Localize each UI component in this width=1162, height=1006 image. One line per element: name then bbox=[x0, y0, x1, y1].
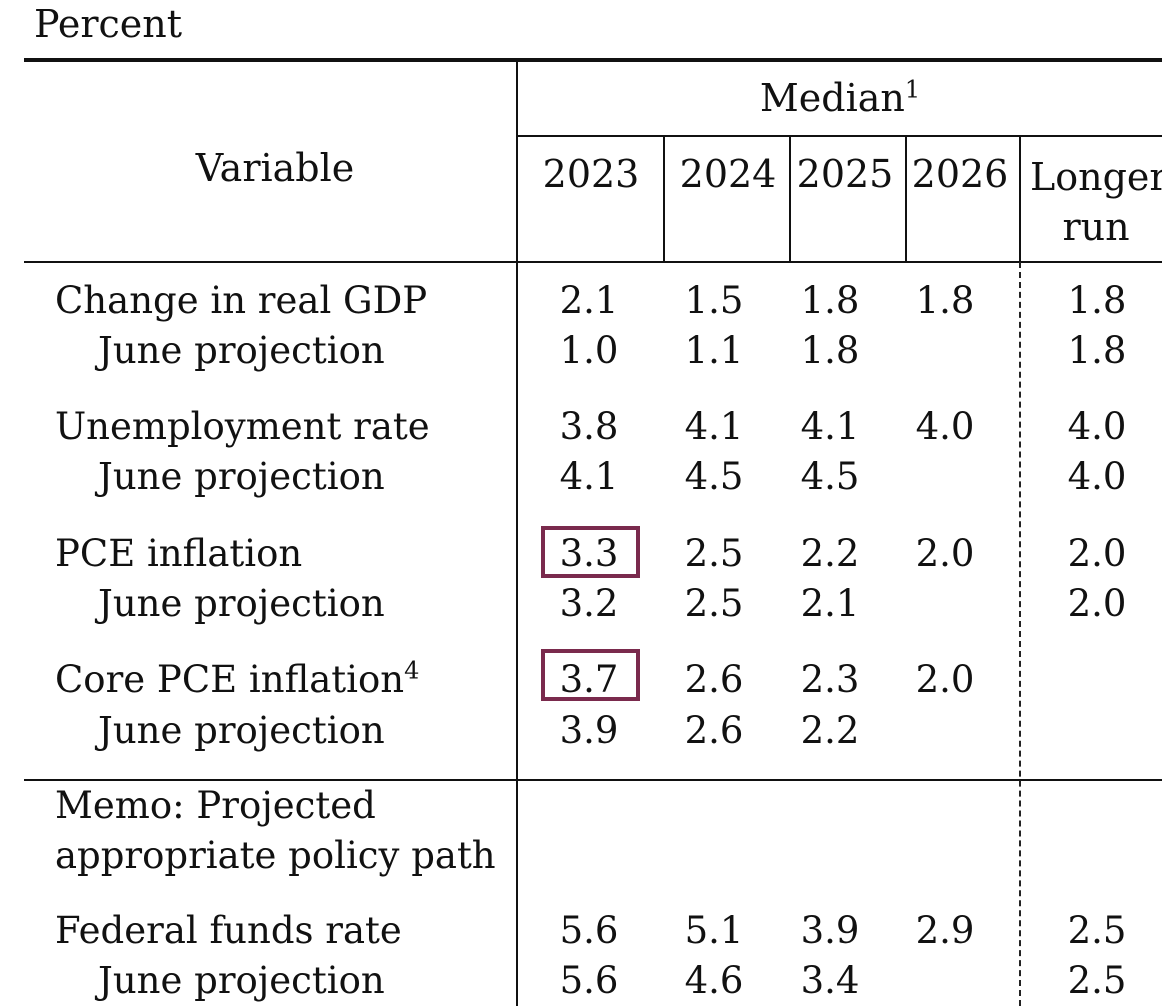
variable-column-divider bbox=[516, 62, 518, 1006]
memo-label-line2: appropriate policy path bbox=[55, 834, 496, 877]
top-rule bbox=[24, 58, 1162, 62]
row-label-pce-june: June projection bbox=[98, 582, 385, 625]
variable-header: Variable bbox=[195, 146, 355, 190]
cell-fed-funds-2023: 5.6 bbox=[559, 909, 619, 952]
cell-pce-june-2025: 2.1 bbox=[800, 582, 860, 625]
col-divider-2024 bbox=[789, 136, 791, 262]
cell-core-pce-june-2025: 2.2 bbox=[800, 709, 860, 752]
cell-core-pce-2026: 2.0 bbox=[915, 658, 975, 701]
cell-unemployment-2024: 4.1 bbox=[684, 405, 744, 448]
cell-core-pce-june-2023: 3.9 bbox=[559, 709, 619, 752]
col-divider-2025 bbox=[905, 136, 907, 262]
row-label-real-gdp: Change in real GDP bbox=[55, 279, 428, 322]
col-header-2023: 2023 bbox=[542, 152, 640, 196]
cell-real-gdp-june-longer-run: 1.8 bbox=[1067, 329, 1127, 372]
cell-unemployment-longer-run: 4.0 bbox=[1067, 405, 1127, 448]
cell-pce-2025: 2.2 bbox=[800, 532, 860, 575]
cell-fed-funds-june-2023: 5.6 bbox=[559, 959, 619, 1002]
cell-pce-june-2023: 3.2 bbox=[559, 582, 619, 625]
row-label-unemployment-june: June projection bbox=[98, 455, 385, 498]
cell-core-pce-2025: 2.3 bbox=[800, 658, 860, 701]
cell-fed-funds-2025: 3.9 bbox=[800, 909, 860, 952]
cell-unemployment-2026: 4.0 bbox=[915, 405, 975, 448]
col-header-2025: 2025 bbox=[796, 152, 894, 196]
cell-fed-funds-longer-run: 2.5 bbox=[1067, 909, 1127, 952]
col-header-longer-run: Longer run bbox=[1030, 155, 1162, 249]
median-header: Median1 bbox=[759, 75, 921, 120]
cell-fed-funds-2026: 2.9 bbox=[915, 909, 975, 952]
cell-fed-funds-june-2025: 3.4 bbox=[800, 959, 860, 1002]
row-label-pce: PCE inflation bbox=[55, 532, 303, 575]
row-label-fed-funds-june: June projection bbox=[98, 959, 385, 1002]
row-label-unemployment: Unemployment rate bbox=[55, 405, 430, 448]
cell-core-pce-2024: 2.6 bbox=[684, 658, 744, 701]
cell-fed-funds-june-2024: 4.6 bbox=[684, 959, 744, 1002]
row-label-core-pce: Core PCE inflation4 bbox=[55, 656, 420, 701]
core-pce-footnote: 4 bbox=[404, 656, 420, 685]
cell-unemployment-june-longer-run: 4.0 bbox=[1067, 455, 1127, 498]
cell-core-pce-june-2024: 2.6 bbox=[684, 709, 744, 752]
cell-core-pce-2023: 3.7 bbox=[559, 658, 619, 701]
highlight-box-core-pce-2023 bbox=[541, 649, 640, 701]
col-header-2024: 2024 bbox=[679, 152, 777, 196]
memo-label-line1: Memo: Projected bbox=[55, 784, 376, 827]
row-label-fed-funds: Federal funds rate bbox=[55, 909, 402, 952]
header-rule bbox=[24, 261, 1162, 263]
longer-run-dashed-divider bbox=[1019, 262, 1021, 1006]
cell-real-gdp-longer-run: 1.8 bbox=[1067, 279, 1127, 322]
cell-unemployment-2025: 4.1 bbox=[800, 405, 860, 448]
cell-unemployment-june-2024: 4.5 bbox=[684, 455, 744, 498]
cell-fed-funds-june-longer-run: 2.5 bbox=[1067, 959, 1127, 1002]
cell-unemployment-2023: 3.8 bbox=[559, 405, 619, 448]
row-label-core-pce-june: June projection bbox=[98, 709, 385, 752]
cell-real-gdp-2026: 1.8 bbox=[915, 279, 975, 322]
memo-rule bbox=[24, 779, 1162, 781]
cell-pce-june-longer-run: 2.0 bbox=[1067, 582, 1127, 625]
cell-real-gdp-2024: 1.5 bbox=[684, 279, 744, 322]
col-divider-2023 bbox=[663, 136, 665, 262]
cell-real-gdp-june-2024: 1.1 bbox=[684, 329, 744, 372]
cell-unemployment-june-2023: 4.1 bbox=[559, 455, 619, 498]
unit-label: Percent bbox=[34, 2, 183, 46]
cell-real-gdp-2023: 2.1 bbox=[559, 279, 619, 322]
row-label-real-gdp-june: June projection bbox=[98, 329, 385, 372]
cell-pce-june-2024: 2.5 bbox=[684, 582, 744, 625]
cell-pce-longer-run: 2.0 bbox=[1067, 532, 1127, 575]
median-footnote: 1 bbox=[904, 75, 921, 104]
cell-real-gdp-2025: 1.8 bbox=[800, 279, 860, 322]
cell-pce-2023: 3.3 bbox=[559, 532, 619, 575]
cell-real-gdp-june-2025: 1.8 bbox=[800, 329, 860, 372]
group-underline bbox=[517, 135, 1162, 137]
cell-pce-2026: 2.0 bbox=[915, 532, 975, 575]
cell-fed-funds-2024: 5.1 bbox=[684, 909, 744, 952]
highlight-box-pce-2023 bbox=[541, 526, 640, 578]
cell-real-gdp-june-2023: 1.0 bbox=[559, 329, 619, 372]
col-header-2026: 2026 bbox=[911, 152, 1009, 196]
col-divider-2026 bbox=[1019, 136, 1021, 262]
cell-pce-2024: 2.5 bbox=[684, 532, 744, 575]
cell-unemployment-june-2025: 4.5 bbox=[800, 455, 860, 498]
